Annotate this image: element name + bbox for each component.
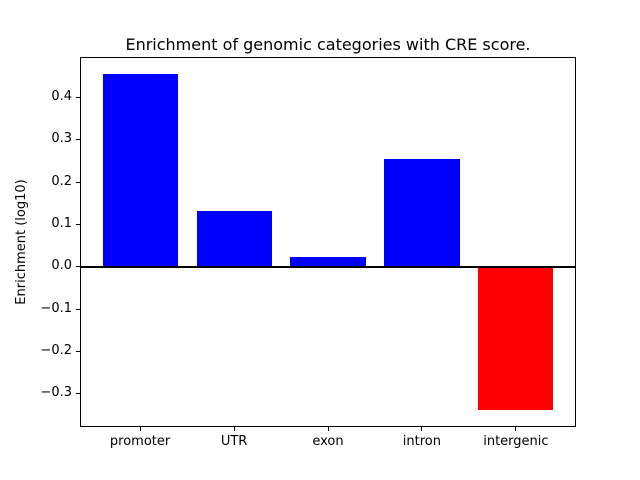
zero-line: [80, 265, 576, 268]
y-tick-mark: [76, 308, 80, 310]
y-tick-mark: [76, 350, 80, 352]
x-tick-label-UTR: UTR: [220, 434, 248, 449]
bar-intron: [384, 159, 460, 267]
y-tick-mark: [76, 97, 80, 99]
y-tick-mark: [76, 393, 80, 395]
y-tick-label: 0.1: [51, 216, 72, 231]
y-tick-label: −0.2: [40, 342, 72, 358]
bar-intergenic: [478, 266, 554, 411]
y-tick-label: −0.3: [40, 385, 72, 401]
x-tick-mark: [421, 427, 423, 431]
y-tick-mark: [76, 266, 80, 268]
x-tick-mark: [233, 427, 235, 431]
bar-exon: [290, 256, 366, 267]
y-tick-label: 0.2: [51, 173, 72, 189]
x-tick-label-promoter: promoter: [109, 434, 171, 449]
x-tick-mark: [139, 427, 141, 431]
y-tick-mark: [76, 139, 80, 141]
bar-UTR: [196, 210, 272, 267]
x-tick-label-exon: exon: [312, 434, 344, 449]
x-tick-mark: [327, 427, 329, 431]
y-tick-label: 0.3: [51, 131, 72, 147]
x-tick-label-intron: intron: [402, 434, 441, 449]
x-tick-mark: [515, 427, 517, 431]
y-tick-label: 0.4: [51, 89, 72, 105]
y-tick-label: −0.1: [40, 300, 72, 316]
y-tick-mark: [76, 181, 80, 183]
y-tick-mark: [76, 224, 80, 225]
bar-promoter: [102, 73, 178, 267]
y-tick-label: 0.0: [51, 258, 72, 274]
x-tick-label-intergenic: intergenic: [483, 434, 549, 449]
chart-title: Enrichment of genomic categories with CR…: [125, 35, 531, 54]
